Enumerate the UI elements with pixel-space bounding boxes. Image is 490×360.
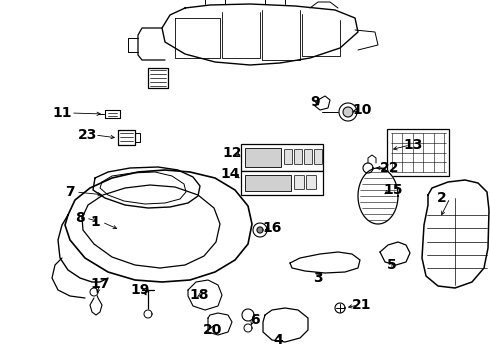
Text: 2: 2 xyxy=(437,191,447,205)
Polygon shape xyxy=(93,167,200,208)
Text: 3: 3 xyxy=(313,271,323,285)
Polygon shape xyxy=(380,242,410,265)
Text: 19: 19 xyxy=(130,283,149,297)
Text: 16: 16 xyxy=(262,221,282,235)
Text: 5: 5 xyxy=(387,258,397,272)
Text: 12: 12 xyxy=(222,146,242,160)
Text: 6: 6 xyxy=(250,313,260,327)
FancyBboxPatch shape xyxy=(285,149,293,165)
Polygon shape xyxy=(144,310,152,318)
Polygon shape xyxy=(242,309,254,321)
FancyBboxPatch shape xyxy=(307,175,317,189)
FancyBboxPatch shape xyxy=(241,144,323,171)
Text: 14: 14 xyxy=(220,167,240,181)
Text: 8: 8 xyxy=(75,211,85,225)
Polygon shape xyxy=(290,252,360,273)
Polygon shape xyxy=(65,170,252,282)
Text: 11: 11 xyxy=(52,106,72,120)
Polygon shape xyxy=(244,324,252,332)
Text: 15: 15 xyxy=(383,183,403,197)
Text: 20: 20 xyxy=(203,323,222,337)
FancyBboxPatch shape xyxy=(241,171,323,195)
Polygon shape xyxy=(343,107,353,117)
Polygon shape xyxy=(358,168,398,224)
Text: 23: 23 xyxy=(78,128,98,142)
FancyBboxPatch shape xyxy=(315,149,322,165)
Polygon shape xyxy=(335,303,345,313)
Text: 4: 4 xyxy=(273,333,283,347)
Polygon shape xyxy=(188,280,222,310)
Polygon shape xyxy=(422,180,489,288)
Polygon shape xyxy=(90,288,98,296)
Text: 18: 18 xyxy=(189,288,209,302)
Polygon shape xyxy=(363,163,373,173)
Text: 17: 17 xyxy=(90,277,110,291)
FancyBboxPatch shape xyxy=(245,148,280,166)
Text: 10: 10 xyxy=(352,103,372,117)
Polygon shape xyxy=(257,227,263,233)
Polygon shape xyxy=(339,103,357,121)
Polygon shape xyxy=(253,223,267,237)
Text: 9: 9 xyxy=(310,95,320,109)
Text: 22: 22 xyxy=(380,161,400,175)
FancyBboxPatch shape xyxy=(294,149,302,165)
Polygon shape xyxy=(263,308,308,342)
Text: 21: 21 xyxy=(352,298,372,312)
Text: 13: 13 xyxy=(403,138,423,152)
Text: 7: 7 xyxy=(65,185,75,199)
FancyBboxPatch shape xyxy=(387,129,449,176)
FancyBboxPatch shape xyxy=(245,175,291,190)
FancyBboxPatch shape xyxy=(304,149,313,165)
FancyBboxPatch shape xyxy=(294,175,304,189)
Text: 1: 1 xyxy=(90,215,100,229)
